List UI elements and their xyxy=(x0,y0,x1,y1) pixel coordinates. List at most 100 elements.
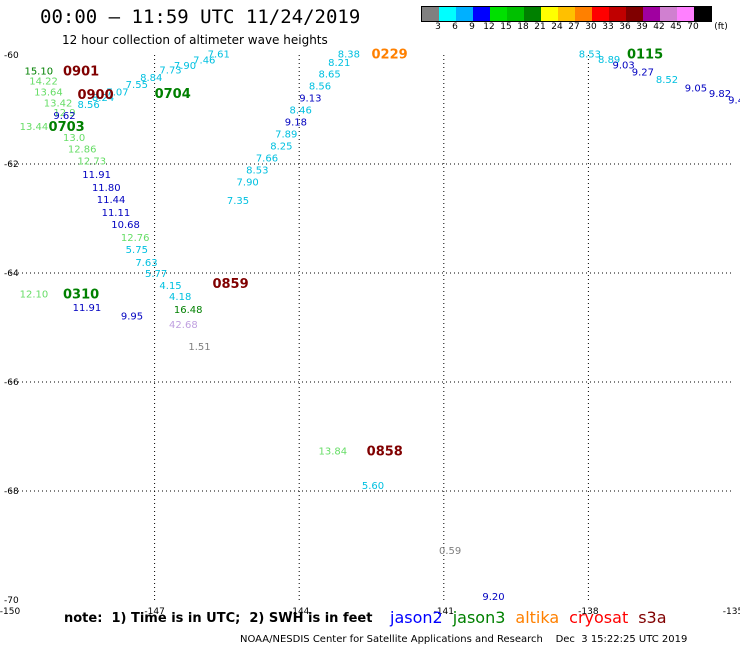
x-tick-label: -141 xyxy=(434,607,454,617)
swh-value-label: 4.15 xyxy=(159,281,181,292)
swh-value-label: 7.55 xyxy=(126,80,148,91)
pass-time-label: 0115 xyxy=(627,47,663,62)
y-tick-label: -60 xyxy=(4,51,19,61)
swh-value-label: 7.89 xyxy=(275,129,297,140)
x-tick-label: -138 xyxy=(578,607,599,617)
swh-value-label: 11.80 xyxy=(92,183,121,194)
swh-value-label: 5.75 xyxy=(126,245,148,256)
color-scale-label: 42 xyxy=(653,22,665,32)
pass-time-label: 0901 xyxy=(63,64,99,79)
swh-value-label: 9.62 xyxy=(53,111,75,122)
swh-value-label: 7.35 xyxy=(227,196,249,207)
swh-value-label: 9.05 xyxy=(685,84,707,95)
swh-value-label: 0.59 xyxy=(439,546,461,557)
y-tick-label: -64 xyxy=(4,269,19,279)
swh-value-label: 11.91 xyxy=(82,170,111,181)
swh-value-label: 13.42 xyxy=(44,98,73,109)
y-tick-label: -70 xyxy=(4,596,19,606)
swh-value-label: 11.44 xyxy=(97,195,126,206)
swh-value-label: 8.21 xyxy=(328,58,350,69)
swh-value-label: 16.48 xyxy=(174,305,203,316)
swh-value-label: 8.53 xyxy=(579,49,601,60)
pass-time-label: 0858 xyxy=(367,445,403,460)
swh-value-label: 13.64 xyxy=(34,88,63,99)
swh-value-label: 8.46 xyxy=(290,106,312,117)
pass-time-label: 0704 xyxy=(155,87,191,102)
swh-value-label: 12.9 xyxy=(53,108,75,119)
swh-value-label: 14.22 xyxy=(29,77,58,88)
pass-time-label: 0703 xyxy=(49,120,85,135)
x-tick-label: -144 xyxy=(289,607,310,617)
swh-value-label: 7.46 xyxy=(193,55,215,66)
color-scale-label: 30 xyxy=(585,22,597,32)
color-scale-label: 24 xyxy=(551,22,563,32)
swh-value-label: 9.13 xyxy=(299,94,321,105)
swh-value-label: 9.18 xyxy=(285,117,307,128)
color-swatch xyxy=(575,7,592,21)
color-swatch xyxy=(507,7,524,21)
swh-value-label: 7.61 xyxy=(208,49,230,60)
swh-value-label: 7.90 xyxy=(174,61,196,72)
swh-value-label: 8.56 xyxy=(77,100,99,111)
y-tick-label: -66 xyxy=(4,378,19,388)
swh-value-label: 10.68 xyxy=(111,220,140,231)
color-swatch xyxy=(558,7,575,21)
color-scale-label: 6 xyxy=(452,22,458,32)
satellite-legend-item: cryosat xyxy=(569,608,629,627)
x-tick-label: -150 xyxy=(0,607,20,617)
swh-value-label: 13.44 xyxy=(20,122,49,133)
color-swatch xyxy=(524,7,541,21)
swh-value-label: 15.10 xyxy=(24,66,53,77)
color-swatch xyxy=(626,7,643,21)
color-swatch xyxy=(439,7,456,21)
color-scale-label: 18 xyxy=(517,22,529,32)
swh-value-label: 9.03 xyxy=(613,60,635,71)
swh-value-label: 5.60 xyxy=(362,481,384,492)
swh-value-label: 13.0 xyxy=(63,133,85,144)
satellite-legend-item: altika xyxy=(515,608,560,627)
swh-value-label: 8.52 xyxy=(656,75,678,86)
swh-value-label: 9.27 xyxy=(632,67,654,78)
swh-value-label: 1.51 xyxy=(188,342,210,353)
color-swatch xyxy=(456,7,473,21)
swh-value-label: 7.66 xyxy=(256,153,278,164)
color-swatch xyxy=(541,7,558,21)
satellite-legend-item: s3a xyxy=(638,608,667,627)
page-title: 00:00 – 11:59 UTC 11/24/2019 xyxy=(40,6,361,28)
footer-credit: NOAA/NESDIS Center for Satellite Applica… xyxy=(240,634,688,645)
color-scale-unit: (ft) xyxy=(714,22,728,32)
swh-value-label: 7.90 xyxy=(237,177,259,188)
pass-time-label: 0900 xyxy=(77,88,113,103)
swh-value-label: 11.91 xyxy=(73,303,102,314)
footer-note: note: 1) Time is in UTC; 2) SWH is in fe… xyxy=(64,611,373,626)
color-swatch xyxy=(643,7,660,21)
swh-value-label: 8.65 xyxy=(318,70,340,81)
satellite-legend: jason2 jason3 altika cryosat s3a xyxy=(390,608,667,627)
color-swatch xyxy=(660,7,677,21)
swh-value-label: 8.24 xyxy=(92,93,114,104)
swh-value-label: 4.18 xyxy=(169,292,191,303)
pass-time-label: 0229 xyxy=(372,47,408,62)
swh-value-label: 7.07 xyxy=(106,88,128,99)
satellite-legend-item: jason2 xyxy=(390,608,443,627)
x-tick-label: -135 xyxy=(723,607,740,617)
pass-time-label: 0310 xyxy=(63,288,99,303)
color-swatch xyxy=(592,7,609,21)
swh-value-label: 11.11 xyxy=(102,208,131,219)
color-scale-label: 12 xyxy=(483,22,495,32)
swh-value-label: 7.63 xyxy=(135,258,157,269)
swh-value-label: 9.95 xyxy=(121,312,143,323)
color-scale-label: 27 xyxy=(568,22,580,32)
swh-value-label: 12.86 xyxy=(68,145,97,156)
swh-value-label: 42.68 xyxy=(169,320,198,331)
color-scale-label: 70 xyxy=(687,22,699,32)
swh-value-label: 12.10 xyxy=(20,290,49,301)
color-scale-label: 15 xyxy=(500,22,512,32)
swh-value-label: 13.84 xyxy=(318,447,347,458)
color-swatch xyxy=(694,7,711,21)
color-swatch xyxy=(422,7,439,21)
color-scale-label: 9 xyxy=(469,22,475,32)
swh-value-label: 7.73 xyxy=(159,66,181,77)
color-swatch xyxy=(677,7,694,21)
